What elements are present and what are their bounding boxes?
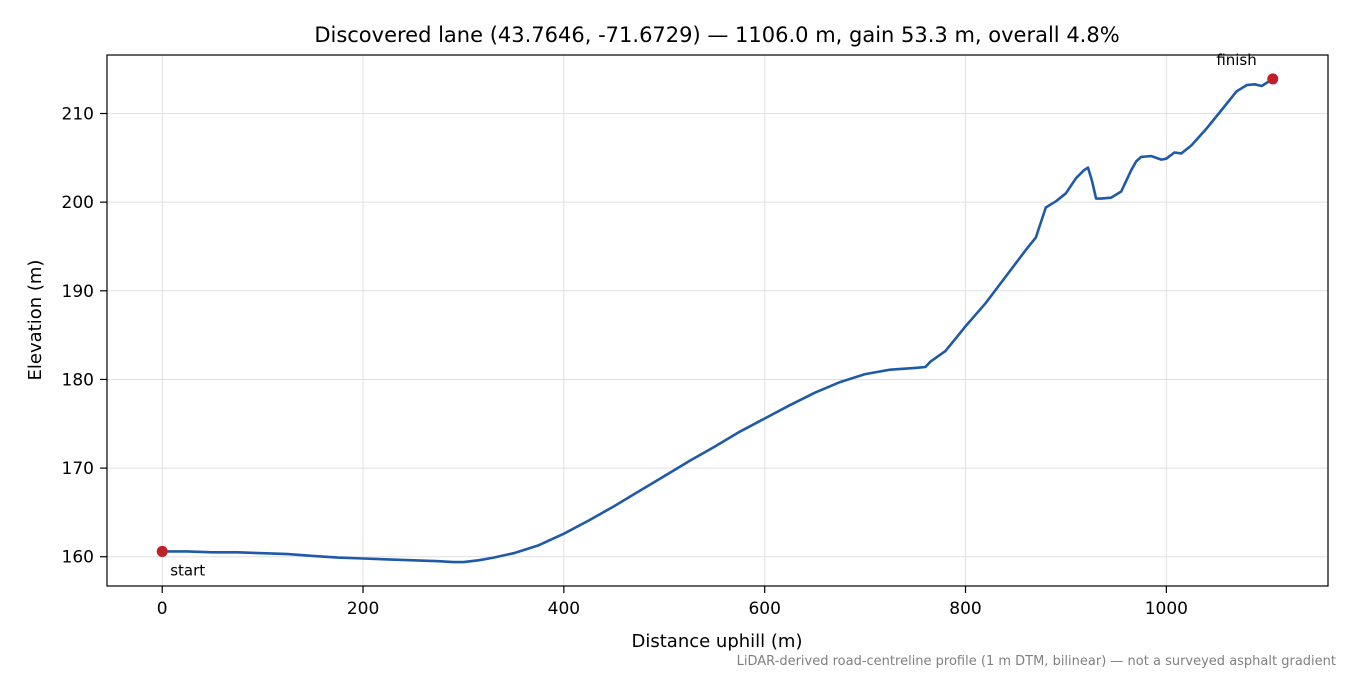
- y-tick-label: 200: [62, 193, 94, 213]
- x-tick-label: 600: [748, 599, 780, 619]
- finish-marker: [1267, 73, 1279, 85]
- start-label: start: [170, 561, 205, 579]
- x-tick-label: 200: [347, 599, 379, 619]
- elevation-line: [160, 77, 1275, 564]
- chart-title: Discovered lane (43.7646, -71.6729) — 11…: [314, 23, 1119, 47]
- grid-lines: [107, 55, 1328, 586]
- x-tick-label: 0: [157, 599, 168, 619]
- axis-ticks: 0 200 400 600 800 1000 160 170 180 190 200 210: [62, 105, 1188, 619]
- y-tick-label: 190: [62, 282, 94, 302]
- finish-label: finish: [1216, 51, 1256, 69]
- y-tick-label: 180: [62, 370, 94, 390]
- y-axis-label: Elevation (m): [25, 260, 46, 381]
- chart-footnote: LiDAR-derived road-centreline profile (1…: [737, 654, 1336, 669]
- x-tick-label: 1000: [1145, 599, 1188, 619]
- start-marker: [156, 545, 168, 557]
- plot-frame: [106, 54, 1329, 587]
- x-tick-label: 400: [548, 599, 580, 619]
- y-tick-label: 160: [62, 548, 94, 568]
- y-tick-label: 210: [62, 105, 94, 125]
- y-tick-label: 170: [62, 459, 94, 479]
- x-axis-label: Distance uphill (m): [632, 631, 803, 652]
- x-tick-label: 800: [949, 599, 981, 619]
